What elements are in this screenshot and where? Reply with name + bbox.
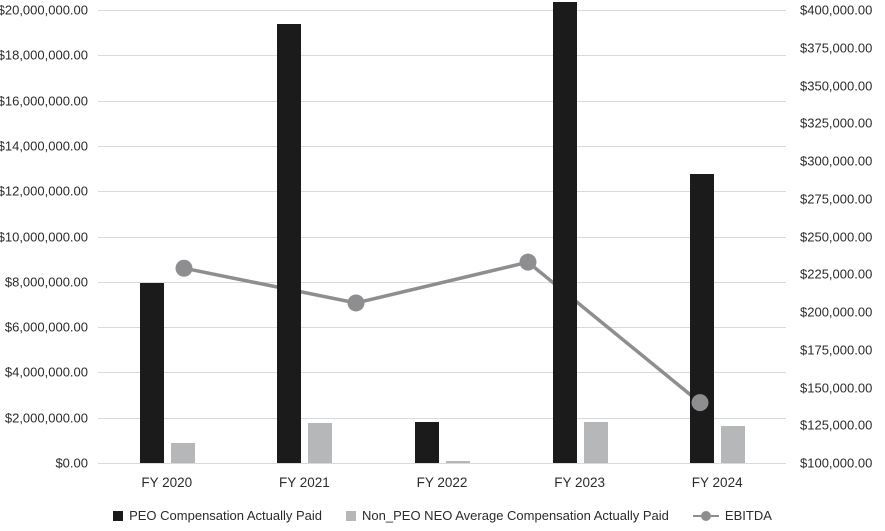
plot-area — [98, 2, 786, 464]
bar-peo — [277, 23, 302, 463]
right-axis-tick: $100,000.00 — [800, 455, 873, 471]
right-axis-tick: $325,000.00 — [800, 115, 873, 131]
legend-square-swatch — [346, 510, 357, 521]
bars — [98, 2, 786, 463]
gridline — [98, 100, 786, 102]
ebitda-markers — [175, 253, 709, 412]
x-axis-label: FY 2024 — [691, 475, 743, 490]
gridline — [98, 10, 786, 11]
left-axis-tick: $16,000,000.00 — [0, 93, 88, 109]
right-axis-tick: $125,000.00 — [800, 417, 873, 433]
x-axis-label: FY 2022 — [416, 475, 468, 490]
right-axis-tick: $275,000.00 — [800, 191, 873, 207]
gridline — [98, 145, 786, 147]
right-axis-tick: $250,000.00 — [800, 229, 873, 244]
left-axis-tick: $20,000,000.00 — [0, 2, 88, 18]
left-axis-tick: $4,000,000.00 — [4, 364, 88, 380]
left-axis-tick: $18,000,000.00 — [0, 47, 88, 63]
legend-item: Non_PEO NEO Average Compensation Actuall… — [346, 508, 669, 523]
left-axis-tick: $12,000,000.00 — [0, 183, 88, 199]
gridline — [98, 417, 786, 419]
bar-non-peo-neo — [721, 425, 746, 463]
legend-label: PEO Compensation Actually Paid — [129, 508, 323, 523]
right-axis-tick: $300,000.00 — [800, 153, 873, 169]
left-axis-tick: $8,000,000.00 — [4, 274, 88, 290]
gridline — [98, 463, 786, 464]
right-axis-tick: $200,000.00 — [800, 304, 873, 320]
ebitda-marker — [347, 294, 365, 312]
right-axis-tick: $225,000.00 — [800, 266, 873, 282]
x-axis-label: FY 2021 — [278, 475, 330, 490]
bar-non-peo-neo — [170, 442, 195, 463]
gridline — [98, 236, 786, 238]
legend-label: Non_PEO NEO Average Compensation Actuall… — [362, 508, 669, 523]
legend: PEO Compensation Actually Paid Non_PEO NE… — [0, 508, 885, 523]
gridline — [98, 55, 786, 57]
legend-square-swatch — [113, 510, 124, 521]
legend-line-dot-swatch — [692, 510, 719, 522]
ebitda-marker — [519, 253, 537, 271]
legend-item: EBITDA — [692, 508, 772, 523]
left-axis-tick: $14,000,000.00 — [0, 138, 88, 154]
bar-non-peo-neo — [308, 422, 333, 463]
left-axis-tick: $6,000,000.00 — [4, 319, 88, 335]
left-axis-tick: $2,000,000.00 — [4, 410, 88, 426]
ebitda-marker — [175, 259, 193, 277]
gridline — [98, 191, 786, 193]
x-axis-label: FY 2020 — [141, 475, 193, 490]
right-axis-tick: $150,000.00 — [800, 380, 873, 395]
right-axis-tick: $400,000.00 — [800, 2, 873, 18]
left-axis-tick: $10,000,000.00 — [0, 229, 88, 244]
bar-peo — [552, 2, 577, 463]
bar-non-peo-neo — [583, 421, 608, 463]
x-axis-label: FY 2023 — [554, 475, 605, 490]
right-axis-tick: $375,000.00 — [800, 40, 873, 56]
right-axis-tick: $350,000.00 — [800, 78, 873, 93]
bar-peo — [690, 173, 715, 463]
left-axis-tick: $0.00 — [55, 455, 88, 471]
bar-non-peo-neo — [446, 460, 470, 463]
gridline — [98, 372, 786, 374]
legend-item: PEO Compensation Actually Paid — [113, 508, 322, 523]
gridline — [98, 327, 786, 329]
bar-peo — [415, 422, 439, 463]
legend-label: EBITDA — [724, 508, 772, 523]
bar-peo — [139, 282, 164, 463]
ebitda-line — [183, 260, 702, 404]
ebitda-marker — [691, 394, 709, 412]
right-axis-tick: $175,000.00 — [800, 342, 873, 358]
